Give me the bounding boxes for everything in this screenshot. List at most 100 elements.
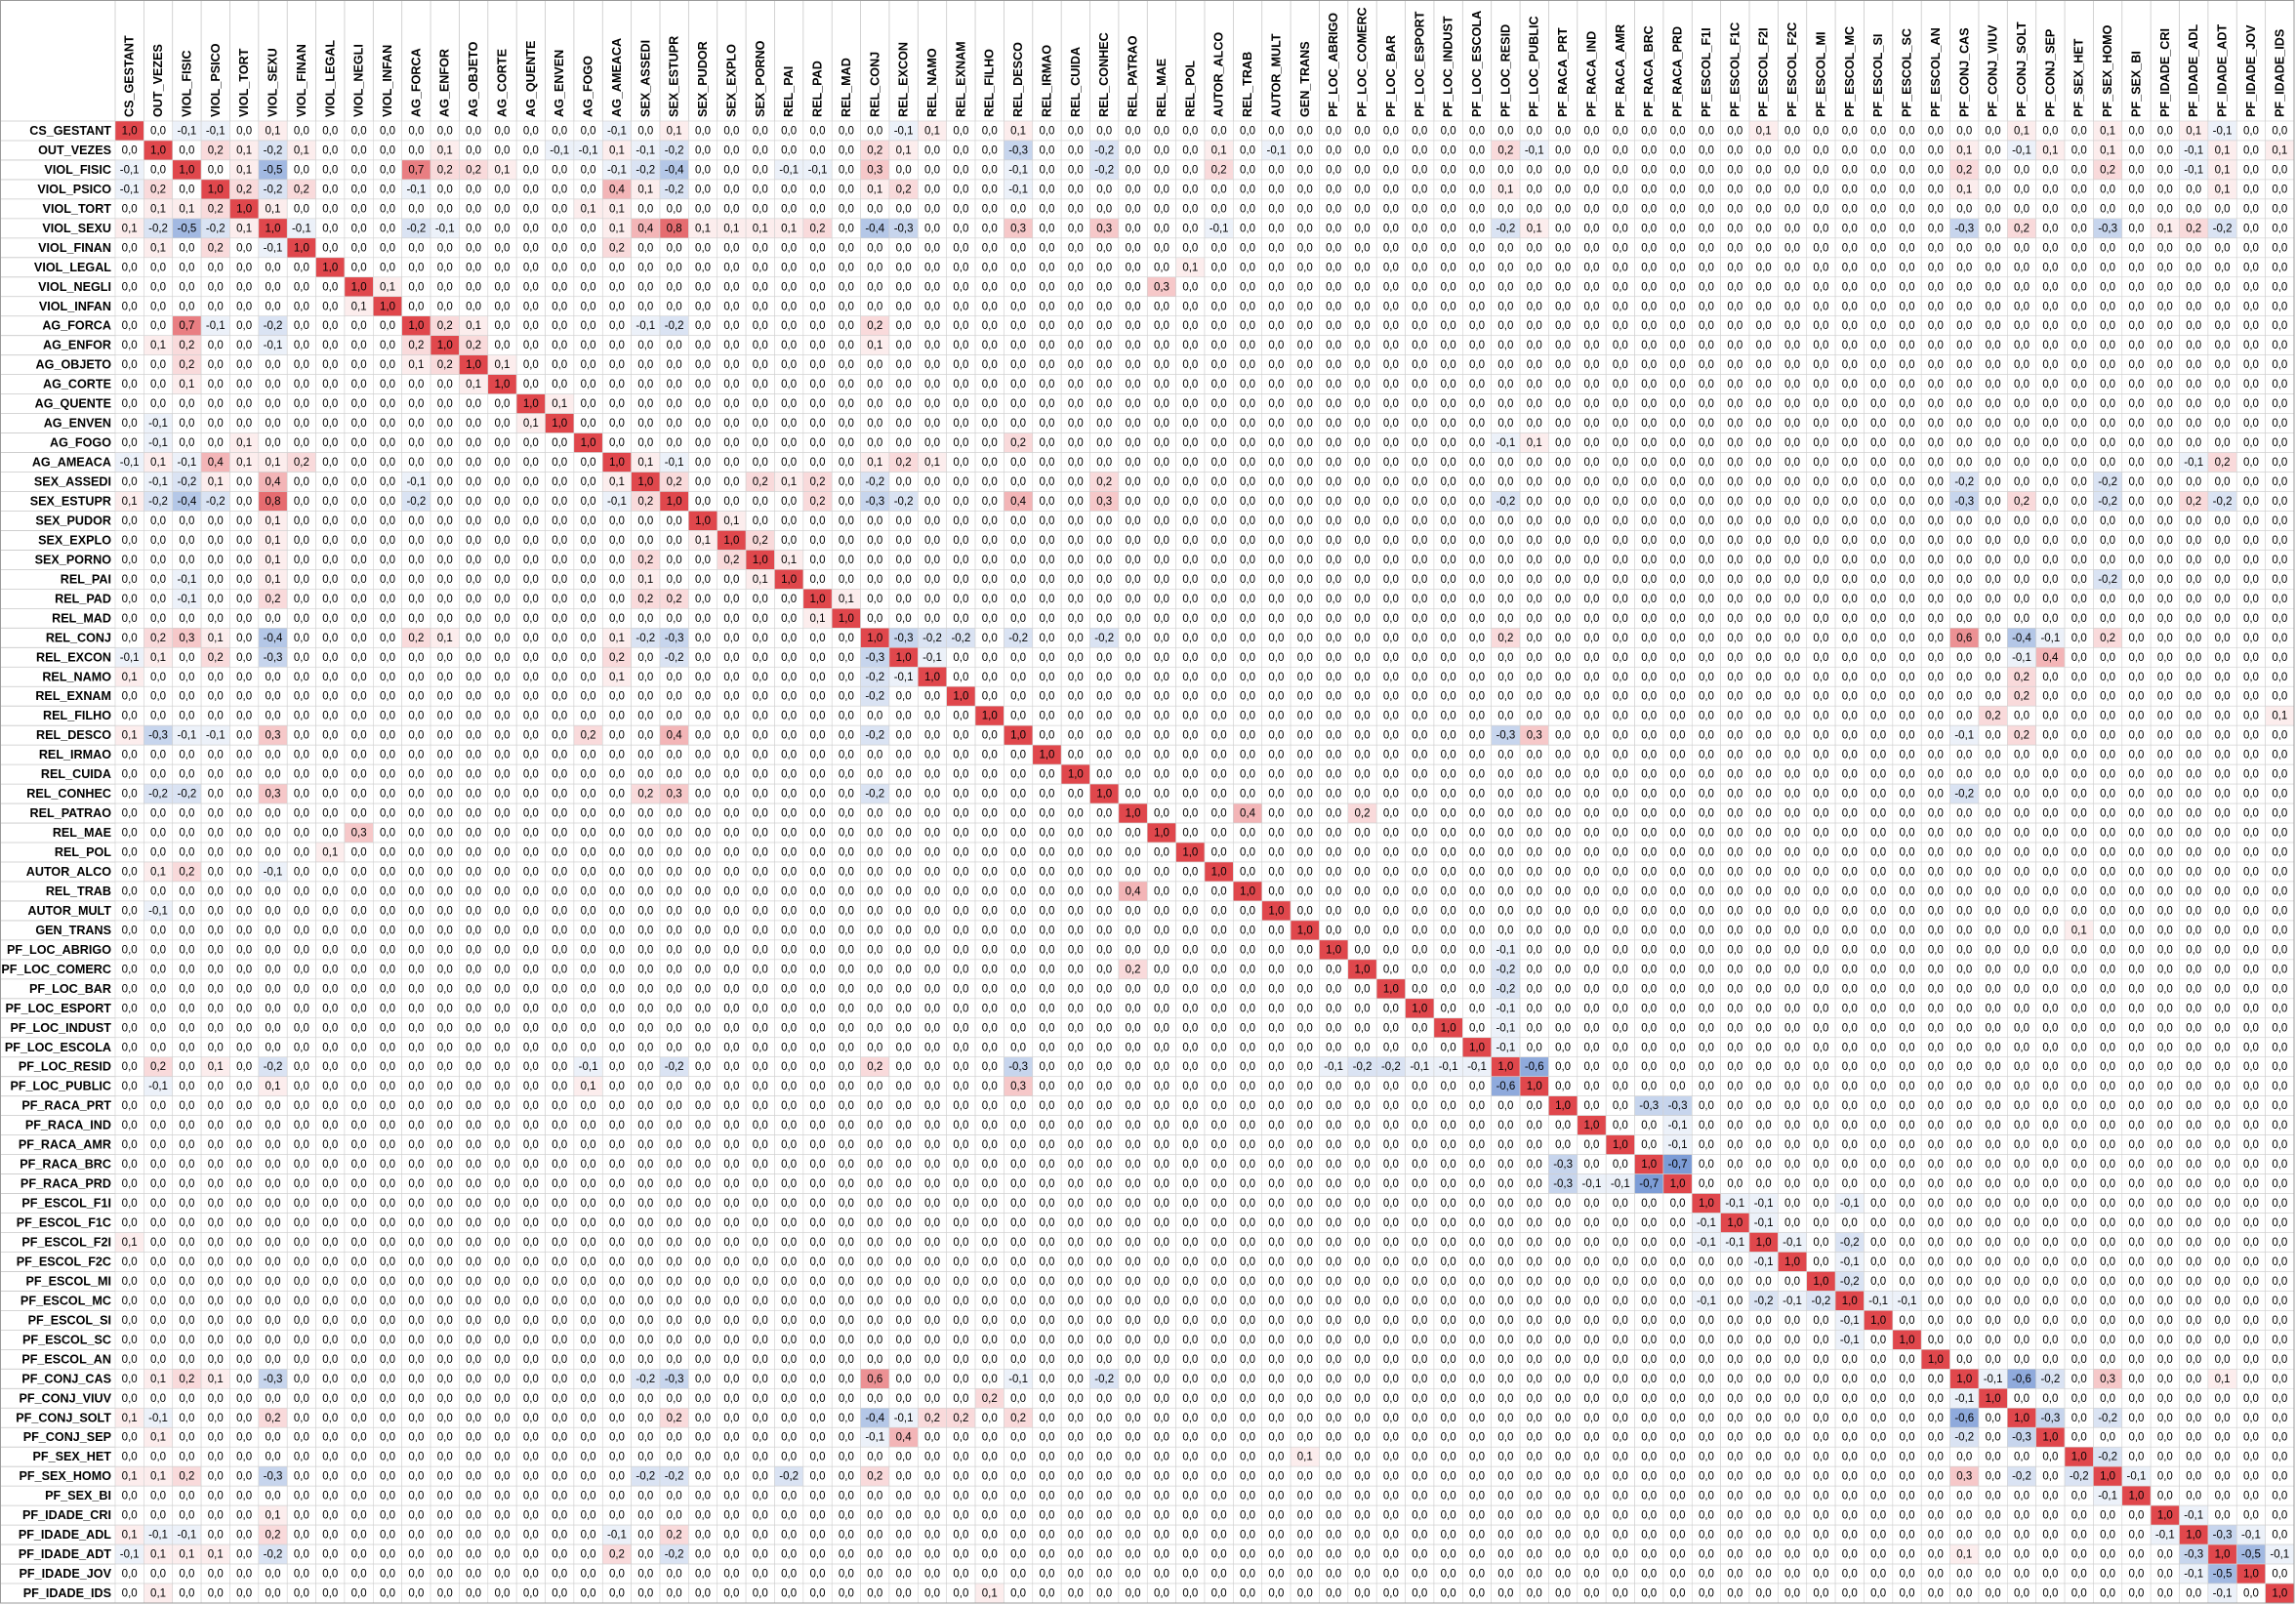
cell-value-label: 0,0 xyxy=(1641,711,1657,722)
column-label: PF_RACA_BRC xyxy=(1642,25,1656,117)
cell-value-label: 0,0 xyxy=(1497,476,1513,488)
cell-value-label: 0,3 xyxy=(867,164,882,176)
cell-value-label: 0,0 xyxy=(1469,164,1485,176)
cell-value-label: 0,0 xyxy=(1784,613,1800,625)
cell-value-label: 0,0 xyxy=(1870,301,1886,312)
cell-value-label: 0,0 xyxy=(1986,184,2001,195)
cell-value-label: -0,2 xyxy=(148,223,168,234)
cell-value-label: 0,0 xyxy=(723,457,739,469)
cell-value-label: 0,0 xyxy=(867,379,882,391)
column-label: PF_SEX_HOMO xyxy=(2101,24,2114,117)
cell-value-label: 0,0 xyxy=(322,437,338,449)
cell-value-label: 0,0 xyxy=(2186,535,2201,547)
cell-value-label: 0,0 xyxy=(1784,340,1800,351)
cell-value-label: 0,0 xyxy=(1039,711,1054,722)
cell-value-label: 0,0 xyxy=(1497,711,1513,722)
cell-value-label: 0,0 xyxy=(2186,633,2201,644)
cell-value-label: 0,0 xyxy=(1727,262,1742,273)
cell-value-label: 0,0 xyxy=(351,672,367,683)
cell-value-label: 0,0 xyxy=(552,203,567,215)
cell-value-label: 0,0 xyxy=(2243,359,2259,371)
cell-value-label: 0,0 xyxy=(1068,574,1084,586)
cell-value-label: 0,0 xyxy=(1756,672,1772,683)
cell-value-label: 0,0 xyxy=(1670,437,1686,449)
cell-value-label: 0,0 xyxy=(380,437,395,449)
row-label: REL_CUIDA xyxy=(41,767,111,781)
cell-value-label: 0,0 xyxy=(609,594,625,605)
cell-value-label: 0,0 xyxy=(1154,613,1169,625)
cell-value-label: 0,0 xyxy=(1870,281,1886,293)
cell-value-label: 0,0 xyxy=(208,418,224,430)
cell-value-label: 0,0 xyxy=(408,691,424,703)
cell-value-label: 0,0 xyxy=(1699,203,1714,215)
cell-value-label: 0,0 xyxy=(1469,379,1485,391)
cell-value-label: 0,0 xyxy=(1986,652,2001,664)
cell-value-label: 0,0 xyxy=(1211,711,1227,722)
cell-value-label: 0,1 xyxy=(179,379,194,391)
cell-value-label: 0,0 xyxy=(2186,184,2201,195)
cell-value-label: 0,0 xyxy=(1613,613,1628,625)
cell-value-label: 0,0 xyxy=(1268,418,1284,430)
cell-value-label: 0,0 xyxy=(1039,203,1054,215)
cell-value-label: 0,0 xyxy=(2042,379,2058,391)
cell-value-label: 0,0 xyxy=(523,711,539,722)
cell-value-label: 0,0 xyxy=(1583,379,1599,391)
cell-value-label: 0,0 xyxy=(1842,476,1858,488)
column-label: OUT_VEZES xyxy=(151,44,165,117)
cell-value-label: 0,0 xyxy=(322,574,338,586)
cell-value-label: 0,0 xyxy=(437,652,453,664)
cell-value-label: 0,0 xyxy=(1928,164,1944,176)
column-label: SEX_ESTUPR xyxy=(668,36,681,117)
cell-value-label: 0,0 xyxy=(1268,496,1284,508)
cell-value-label: 0,0 xyxy=(753,320,768,332)
cell-value-label: 0,0 xyxy=(2071,184,2087,195)
cell-value-label: 0,0 xyxy=(667,535,682,547)
cell-value-label: 0,0 xyxy=(1096,594,1112,605)
cell-value-label: 0,0 xyxy=(2157,496,2173,508)
cell-value-label: 0,0 xyxy=(982,242,998,254)
cell-value-label: 0,0 xyxy=(1842,223,1858,234)
cell-value-label: 0,0 xyxy=(667,515,682,527)
cell-value-label: 0,0 xyxy=(179,555,194,566)
cell-value-label: 0,0 xyxy=(1039,164,1054,176)
cell-value-label: 0,0 xyxy=(1727,320,1742,332)
cell-value-label: 0,0 xyxy=(1928,574,1944,586)
cell-value-label: 0,0 xyxy=(867,262,882,273)
cell-value-label: 0,0 xyxy=(1756,184,1772,195)
column-label: SEX_EXPLO xyxy=(724,44,738,117)
cell-value-label: 0,0 xyxy=(1670,672,1686,683)
cell-value-label: 0,0 xyxy=(1670,164,1686,176)
cell-value-label: 0,0 xyxy=(1096,613,1112,625)
cell-value-label: 0,0 xyxy=(1039,359,1054,371)
cell-value-label: 0,0 xyxy=(2071,164,2087,176)
cell-value-label: 0,0 xyxy=(1583,301,1599,312)
cell-value-label: 0,0 xyxy=(609,711,625,722)
cell-value-label: 0,0 xyxy=(322,633,338,644)
cell-value-label: 0,1 xyxy=(2272,144,2287,156)
cell-value-label: 0,0 xyxy=(924,320,940,332)
cell-value-label: 0,0 xyxy=(1613,223,1628,234)
cell-value-label: -0,3 xyxy=(264,652,283,664)
row-label: REL_NAMO xyxy=(42,670,111,683)
cell-value-label: 0,0 xyxy=(466,555,481,566)
cell-value-label: 0,0 xyxy=(637,359,653,371)
cell-value-label: 0,0 xyxy=(1268,242,1284,254)
cell-value-label: 0,0 xyxy=(581,691,596,703)
cell-value-label: 0,0 xyxy=(581,301,596,312)
cell-value-label: 0,0 xyxy=(1182,711,1198,722)
cell-value-label: 0,0 xyxy=(2100,359,2115,371)
cell-value-label: 0,0 xyxy=(1126,164,1141,176)
cell-value-label: -0,2 xyxy=(865,672,884,683)
cell-value-label: 0,0 xyxy=(1727,555,1742,566)
cell-value-label: 0,0 xyxy=(723,672,739,683)
cell-value-label: 0,0 xyxy=(1613,340,1628,351)
cell-value-label: 0,0 xyxy=(122,574,138,586)
cell-value-label: 0,0 xyxy=(581,672,596,683)
cell-value-label: 0,0 xyxy=(2157,613,2173,625)
cell-value-label: 0,0 xyxy=(1555,262,1571,273)
cell-value-label: 0,0 xyxy=(1583,184,1599,195)
cell-value-label: 0,0 xyxy=(2042,223,2058,234)
cell-value-label: 0,0 xyxy=(1956,418,1972,430)
cell-value-label: 0,0 xyxy=(1039,144,1054,156)
cell-value-label: 0,0 xyxy=(2157,594,2173,605)
